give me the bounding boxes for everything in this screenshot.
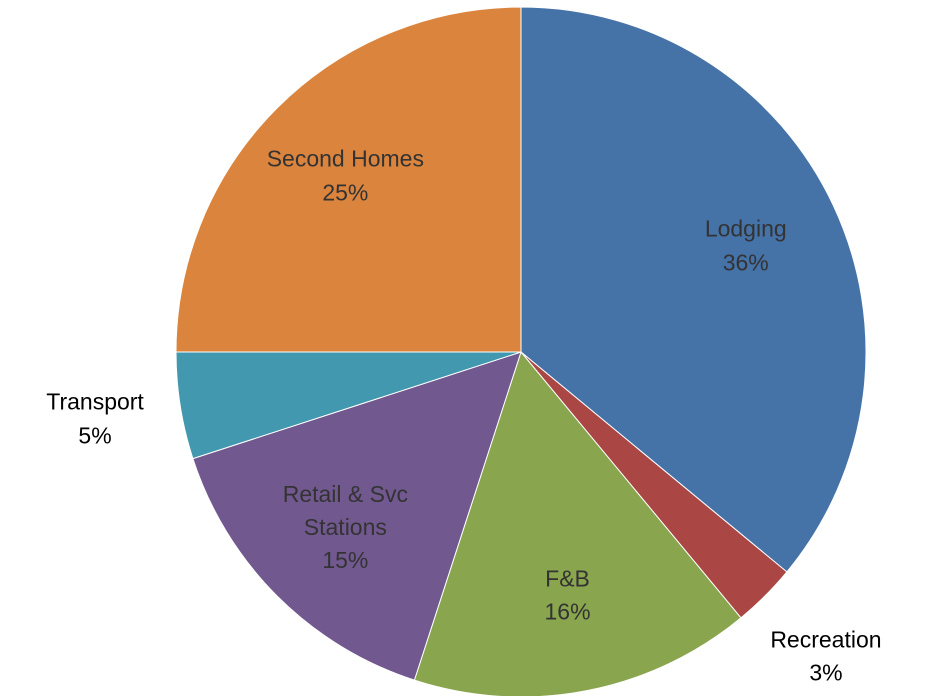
slice-label: Transport 5% xyxy=(10,386,180,453)
value-label: 25% xyxy=(322,179,369,206)
value-label: 5% xyxy=(78,422,112,449)
value-label: 15% xyxy=(322,547,369,574)
slice-label: Second Homes 25% xyxy=(260,143,430,210)
value-label: 3% xyxy=(809,659,843,686)
slice-label: F&B 16% xyxy=(483,563,653,630)
slice-label: Lodging 36% xyxy=(661,213,831,280)
slice-label: Recreation 3% xyxy=(741,624,911,691)
pie-slice xyxy=(413,350,742,696)
pie-slice xyxy=(520,6,867,573)
category-label: Lodging xyxy=(704,215,787,242)
category-label: Retail & Svc Stations xyxy=(282,480,408,540)
category-label: Second Homes xyxy=(266,146,424,172)
pie-slice xyxy=(175,6,522,353)
value-label: 36% xyxy=(722,249,769,276)
pie-slice xyxy=(192,351,522,681)
category-label: F&B xyxy=(545,565,590,592)
category-label: Recreation xyxy=(770,626,882,653)
value-label: 16% xyxy=(544,599,591,625)
slice-label: Retail & Svc Stations 15% xyxy=(260,478,430,578)
category-label: Transport xyxy=(46,389,144,416)
